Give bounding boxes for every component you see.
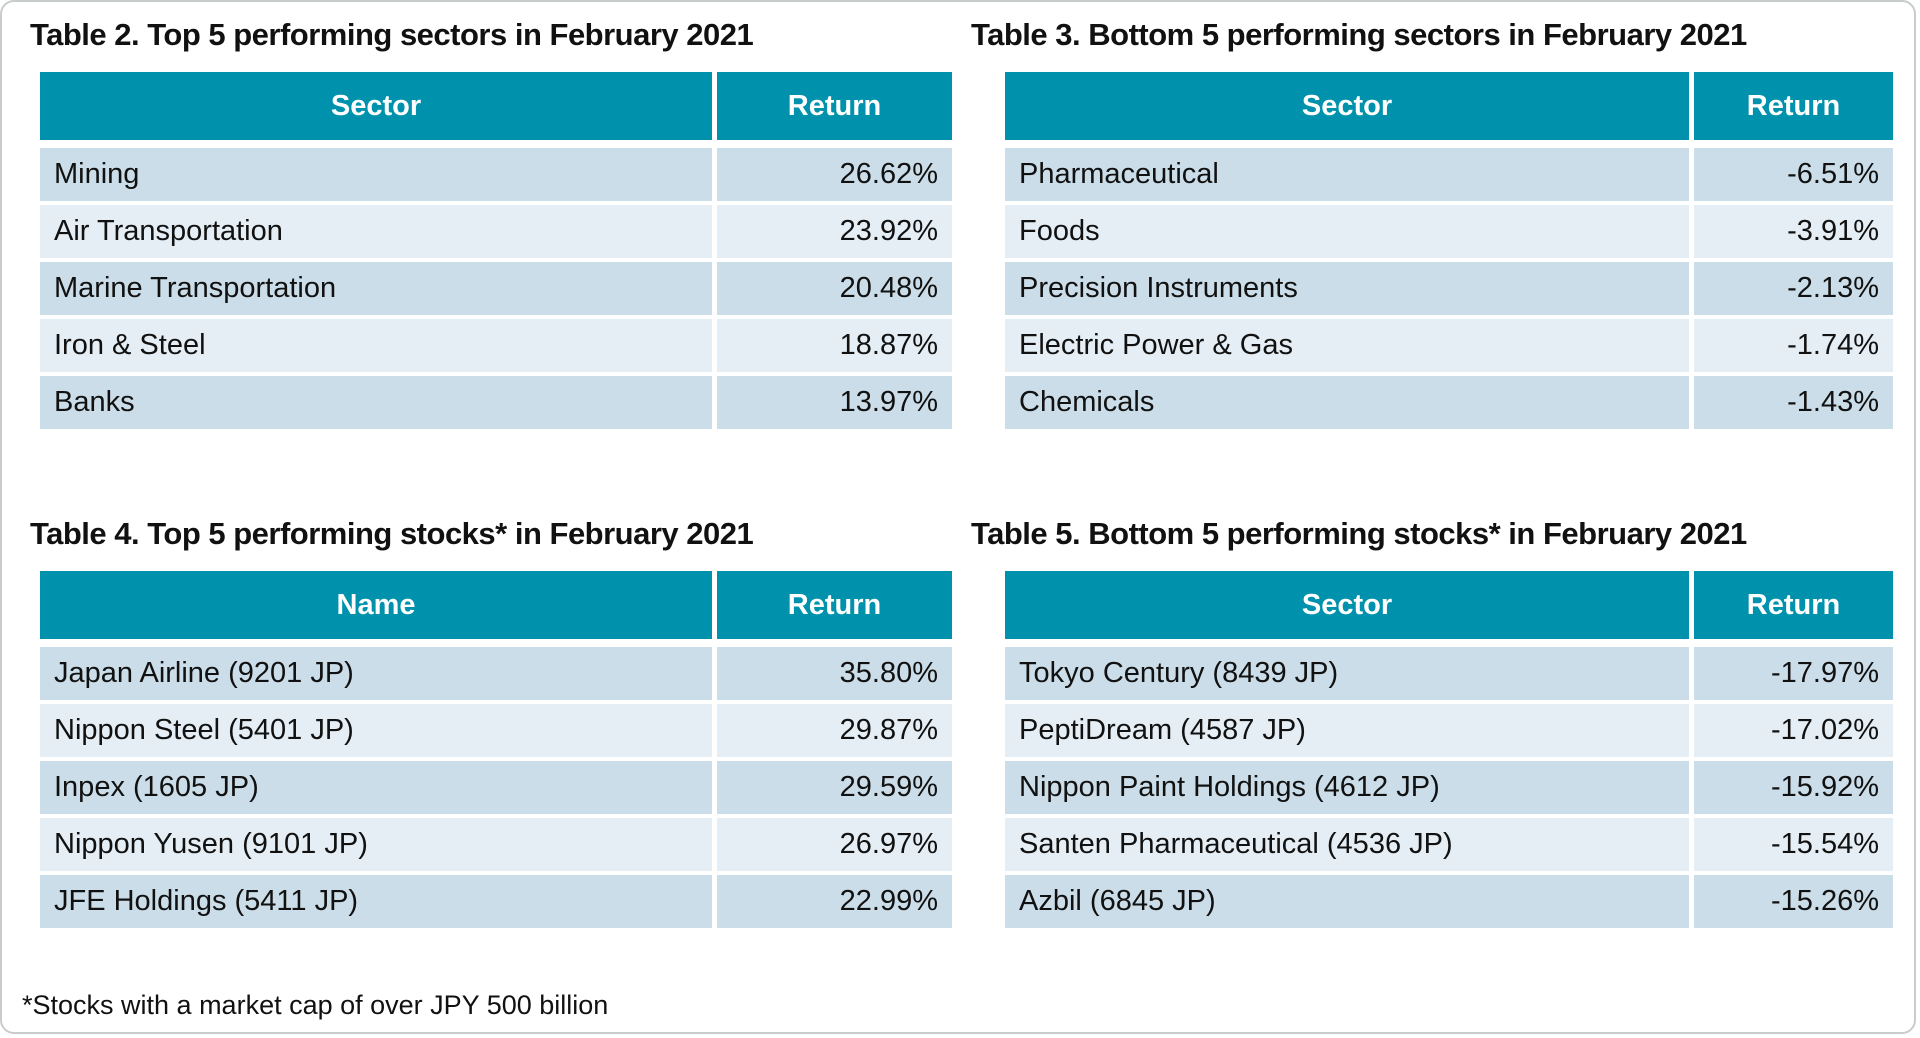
tables-grid: Table 2. Top 5 performing sectors in Feb… — [30, 14, 1914, 932]
row-return-value: 22.99% — [717, 875, 952, 928]
row-return-value: -1.43% — [1694, 376, 1893, 429]
table-row: Electric Power & Gas -1.74% — [1005, 319, 1893, 372]
table-row: Chemicals -1.43% — [1005, 376, 1893, 429]
row-label: Tokyo Century (8439 JP) — [1005, 647, 1689, 700]
row-return-value: 23.92% — [717, 205, 952, 258]
table4-title: Table 4. Top 5 performing stocks* in Feb… — [30, 516, 754, 551]
row-return-value: -2.13% — [1694, 262, 1893, 315]
column-header-return: Return — [717, 571, 952, 639]
row-return-value: 35.80% — [717, 647, 952, 700]
bottom-sectors-table: Sector Return Pharmaceutical -6.51% Foods -3.… — [1005, 72, 1893, 429]
row-label: JFE Holdings (5411 JP) — [40, 875, 712, 928]
section-top-stocks: Table 4. Top 5 performing stocks* in Feb… — [30, 513, 971, 932]
row-return-value: 26.62% — [717, 148, 952, 201]
row-label: Inpex (1605 JP) — [40, 761, 712, 814]
row-return-value: 29.59% — [717, 761, 952, 814]
row-label: Foods — [1005, 205, 1689, 258]
table3-title: Table 3. Bottom 5 performing sectors in … — [971, 17, 1747, 52]
row-return-value: -6.51% — [1694, 148, 1893, 201]
row-return-value: -1.74% — [1694, 319, 1893, 372]
row-label: Electric Power & Gas — [1005, 319, 1689, 372]
section-bottom-stocks: Table 5. Bottom 5 performing stocks* in … — [971, 513, 1914, 932]
row-label: Santen Pharmaceutical (4536 JP) — [1005, 818, 1689, 871]
table-row: Mining 26.62% — [40, 148, 952, 201]
row-label: Japan Airline (9201 JP) — [40, 647, 712, 700]
table-header-row: Sector Return — [40, 72, 952, 140]
row-label: Iron & Steel — [40, 319, 712, 372]
table-row: Precision Instruments -2.13% — [1005, 262, 1893, 315]
row-return-value: -3.91% — [1694, 205, 1893, 258]
top-sectors-table: Sector Return Mining 26.62% Air Transportati… — [40, 72, 952, 429]
table-row: Nippon Paint Holdings (4612 JP) -15.92% — [1005, 761, 1893, 814]
row-return-value: -17.97% — [1694, 647, 1893, 700]
row-label: Banks — [40, 376, 712, 429]
column-header-sector: Sector — [1005, 571, 1689, 639]
row-return-value: 26.97% — [717, 818, 952, 871]
column-header-sector: Sector — [1005, 72, 1689, 140]
column-header-return: Return — [717, 72, 952, 140]
row-return-value: -15.54% — [1694, 818, 1893, 871]
column-header-sector: Sector — [40, 72, 712, 140]
table-row: Santen Pharmaceutical (4536 JP) -15.54% — [1005, 818, 1893, 871]
top-stocks-table: Name Return Japan Airline (9201 JP) 35.80% N… — [40, 571, 952, 928]
column-header-return: Return — [1694, 571, 1893, 639]
row-return-value: 18.87% — [717, 319, 952, 372]
row-label: Air Transportation — [40, 205, 712, 258]
row-label: Precision Instruments — [1005, 262, 1689, 315]
table-row: Tokyo Century (8439 JP) -17.97% — [1005, 647, 1893, 700]
row-return-value: 20.48% — [717, 262, 952, 315]
table-row: Air Transportation 23.92% — [40, 205, 952, 258]
row-label: Marine Transportation — [40, 262, 712, 315]
row-return-value: 13.97% — [717, 376, 952, 429]
table-row: Nippon Yusen (9101 JP) 26.97% — [40, 818, 952, 871]
table-header-row: Sector Return — [1005, 72, 1893, 140]
table-row: Japan Airline (9201 JP) 35.80% — [40, 647, 952, 700]
row-return-value: -15.26% — [1694, 875, 1893, 928]
row-return-value: -17.02% — [1694, 704, 1893, 757]
section-bottom-sectors: Table 3. Bottom 5 performing sectors in … — [971, 14, 1914, 433]
table-row: Banks 13.97% — [40, 376, 952, 429]
column-header-name: Name — [40, 571, 712, 639]
row-label: Nippon Yusen (9101 JP) — [40, 818, 712, 871]
row-label: PeptiDream (4587 JP) — [1005, 704, 1689, 757]
table-row: Foods -3.91% — [1005, 205, 1893, 258]
footnote: *Stocks with a market cap of over JPY 50… — [22, 990, 609, 1020]
table-header-row: Name Return — [40, 571, 952, 639]
table-row: Iron & Steel 18.87% — [40, 319, 952, 372]
row-return-value: 29.87% — [717, 704, 952, 757]
table-row: Pharmaceutical -6.51% — [1005, 148, 1893, 201]
table5-title: Table 5. Bottom 5 performing stocks* in … — [971, 516, 1747, 551]
row-label: Nippon Paint Holdings (4612 JP) — [1005, 761, 1689, 814]
table-row: JFE Holdings (5411 JP) 22.99% — [40, 875, 952, 928]
row-label: Nippon Steel (5401 JP) — [40, 704, 712, 757]
table-row: Nippon Steel (5401 JP) 29.87% — [40, 704, 952, 757]
table-row: Inpex (1605 JP) 29.59% — [40, 761, 952, 814]
section-top-sectors: Table 2. Top 5 performing sectors in Feb… — [30, 14, 971, 433]
table2-title: Table 2. Top 5 performing sectors in Feb… — [30, 17, 754, 52]
row-label: Azbil (6845 JP) — [1005, 875, 1689, 928]
table-row: Azbil (6845 JP) -15.26% — [1005, 875, 1893, 928]
report-content: Table 2. Top 5 performing sectors in Feb… — [2, 2, 1914, 1023]
table-row: Marine Transportation 20.48% — [40, 262, 952, 315]
column-header-return: Return — [1694, 72, 1893, 140]
row-return-value: -15.92% — [1694, 761, 1893, 814]
table-header-row: Sector Return — [1005, 571, 1893, 639]
row-label: Pharmaceutical — [1005, 148, 1689, 201]
table-row: PeptiDream (4587 JP) -17.02% — [1005, 704, 1893, 757]
bottom-stocks-table: Sector Return Tokyo Century (8439 JP) -17.9… — [1005, 571, 1893, 928]
row-label: Chemicals — [1005, 376, 1689, 429]
row-label: Mining — [40, 148, 712, 201]
